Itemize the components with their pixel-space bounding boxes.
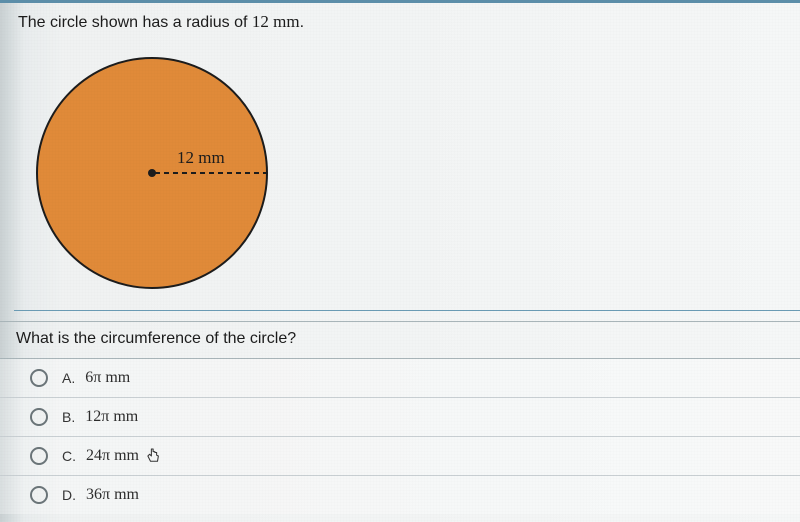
option-b[interactable]: B. 12π mm	[0, 398, 800, 437]
stem-area: The circle shown has a radius of 12 mm.	[0, 3, 800, 38]
stem-text: The circle shown has a radius of 12 mm.	[18, 11, 786, 34]
option-text-b: 12π mm	[85, 408, 138, 426]
divider-blue	[14, 310, 800, 311]
radio-a[interactable]	[30, 369, 48, 387]
question-text: What is the circumference of the circle?	[0, 321, 800, 359]
option-d[interactable]: D. 36π mm	[0, 476, 800, 514]
pointer-cursor-icon	[147, 448, 161, 464]
option-letter-b: B.	[62, 409, 75, 425]
option-a[interactable]: A. 6π mm	[0, 359, 800, 398]
option-text-d: 36π mm	[86, 486, 139, 504]
center-dot	[148, 169, 156, 177]
option-letter-d: D.	[62, 487, 76, 503]
stem-suffix: .	[300, 14, 304, 31]
option-letter-c: C.	[62, 448, 76, 464]
stem-value: 12 mm	[252, 12, 300, 31]
option-letter-a: A.	[62, 370, 75, 386]
radius-label: 12 mm	[177, 148, 225, 167]
radio-c[interactable]	[30, 447, 48, 465]
radio-b[interactable]	[30, 408, 48, 426]
circle-figure: 12 mm	[0, 38, 800, 313]
option-c[interactable]: C. 24π mm	[0, 437, 800, 476]
options-list: A. 6π mm B. 12π mm C. 24π mm D. 36π mm	[0, 359, 800, 514]
radio-d[interactable]	[30, 486, 48, 504]
question-panel: The circle shown has a radius of 12 mm. …	[0, 0, 800, 522]
circle-svg: 12 mm	[32, 48, 292, 298]
option-text-a: 6π mm	[85, 369, 130, 387]
stem-prefix: The circle shown has a radius of	[18, 14, 252, 31]
option-text-c: 24π mm	[86, 447, 139, 465]
